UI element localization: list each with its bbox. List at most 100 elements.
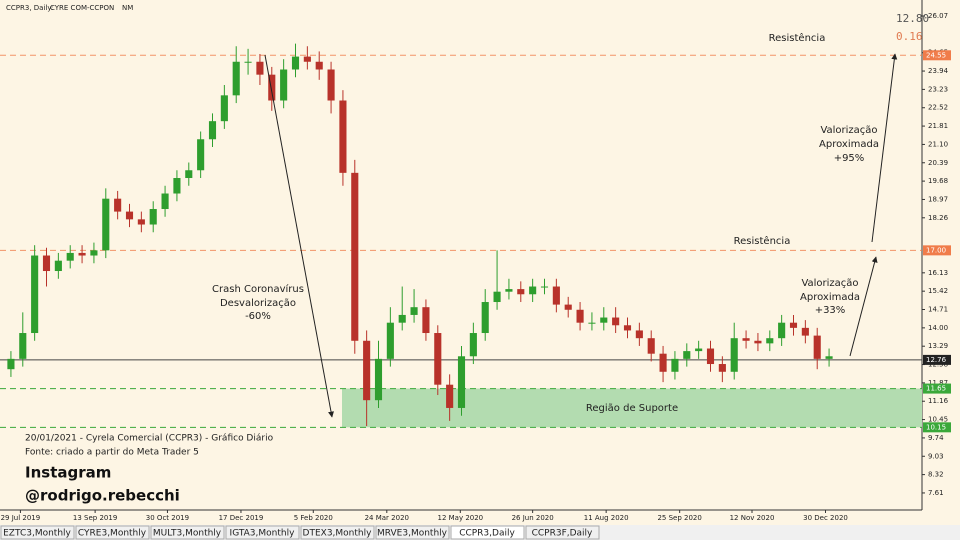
tab-background[interactable] [300, 525, 375, 540]
y-tick-label: 16.13 [928, 269, 948, 277]
candle-body [232, 61, 240, 96]
tab-label[interactable]: DTEX3,Monthly [303, 529, 373, 539]
candle-body [208, 121, 217, 140]
x-tick-label: 30 Oct 2019 [146, 514, 189, 522]
y-tick-label: 21.81 [928, 122, 948, 130]
candle-body [90, 250, 98, 256]
candle-body [434, 333, 442, 385]
candle-body [766, 338, 774, 344]
y-tick-label: 15.42 [928, 287, 948, 295]
tab[interactable]: EZTC3,Monthly [0, 525, 75, 540]
y-tick-label: 7.61 [928, 489, 944, 497]
tab-background[interactable] [450, 525, 525, 540]
tab-background[interactable] [225, 525, 300, 540]
tab[interactable]: IGTA3,Monthly [225, 525, 300, 540]
time-axis-background [0, 510, 922, 525]
candle-body [457, 356, 466, 408]
candle-body [161, 193, 169, 210]
price-box-label: 24.55 [926, 51, 946, 59]
candle-body [268, 74, 276, 101]
price-box-label: 12.76 [926, 356, 947, 364]
candle-body [813, 335, 821, 359]
candle-body [78, 252, 86, 256]
price-top: 12.80 [896, 12, 929, 25]
tab-label[interactable]: MRVE3,Monthly [377, 529, 448, 539]
candle-body [706, 348, 715, 365]
tab-label[interactable]: IGTA3,Monthly [230, 529, 296, 539]
candle-body [363, 340, 371, 401]
tab[interactable]: DTEX3,Monthly [300, 525, 375, 540]
candle-body [718, 364, 726, 372]
candle-body [137, 219, 145, 225]
tab-label[interactable]: EZTC3,Monthly [3, 529, 71, 539]
candle-body [683, 351, 691, 359]
candle-body [576, 309, 584, 323]
candle-body [778, 322, 786, 339]
candle-body [422, 307, 430, 334]
annotation: Aproximada [800, 292, 860, 303]
annotation: Desvalorização [220, 298, 296, 309]
y-tick-label: 13.29 [928, 342, 948, 350]
instagram: Instagram [25, 464, 111, 482]
arrow [871, 53, 898, 243]
tab-background[interactable] [525, 525, 600, 540]
caption: Fonte: criado a partir do Meta Trader 5 [25, 448, 199, 458]
y-tick-label: 8.32 [928, 471, 944, 479]
tab-background[interactable] [0, 525, 75, 540]
candle-body [66, 252, 74, 261]
y-tick-label: 18.26 [928, 214, 949, 222]
x-tick-label: 13 Sep 2019 [73, 514, 117, 522]
candle-body [446, 384, 454, 408]
y-tick-label: 20.39 [928, 159, 948, 167]
candle-body [789, 322, 798, 328]
tab[interactable]: CYRE3,Monthly [75, 525, 150, 540]
price-box [923, 354, 951, 365]
x-tick-label: 29 Jul 2019 [1, 514, 41, 522]
candle-body [801, 327, 809, 336]
candle-body [7, 358, 15, 370]
candle-body [220, 95, 228, 122]
price-box [923, 422, 951, 433]
tab-background[interactable] [375, 525, 450, 540]
y-tick-label: 22.52 [928, 104, 948, 112]
candle-body [529, 286, 537, 295]
candle-body [244, 61, 252, 63]
candle-body [481, 302, 489, 334]
tab[interactable]: MULT3,Monthly [150, 525, 225, 540]
tab-label[interactable]: CYRE3,Monthly [78, 529, 147, 539]
tab-label[interactable]: CCPR3F,Daily [532, 529, 593, 539]
candle-body [540, 286, 549, 288]
support-zone [342, 388, 922, 428]
tab[interactable]: CCPR3,Daily [450, 525, 525, 540]
annotation: -60% [245, 311, 271, 322]
resistance-label: Resistência [769, 32, 826, 44]
y-tick-label: 26.07 [928, 12, 948, 20]
tab-background[interactable] [75, 525, 150, 540]
candle-body [398, 314, 406, 323]
price-change: 0.16 [896, 30, 923, 43]
candle-body [564, 304, 572, 310]
candle-body [623, 325, 632, 331]
candle-body [256, 61, 264, 75]
candle-body [730, 338, 738, 372]
candle-body [588, 322, 596, 324]
company: CYRE COM-CCPON [50, 4, 114, 12]
candle-body [42, 255, 51, 272]
candle-body [197, 139, 205, 171]
candle-body [125, 211, 134, 220]
tab[interactable]: CCPR3F,Daily [525, 525, 600, 540]
candle-body [54, 260, 62, 272]
tab-label[interactable]: CCPR3,Daily [459, 529, 515, 539]
tab[interactable]: MRVE3,Monthly [375, 525, 450, 540]
price-box [923, 383, 951, 394]
handle: @rodrigo.rebecchi [25, 487, 180, 505]
tab-background[interactable] [150, 525, 225, 540]
tab-label[interactable]: MULT3,Monthly [153, 529, 222, 539]
x-tick-label: 12 May 2020 [437, 514, 483, 522]
y-tick-label: 23.94 [928, 67, 949, 75]
x-tick-label: 12 Nov 2020 [730, 514, 775, 522]
annotation: +33% [815, 305, 846, 316]
candle-body [600, 317, 608, 323]
